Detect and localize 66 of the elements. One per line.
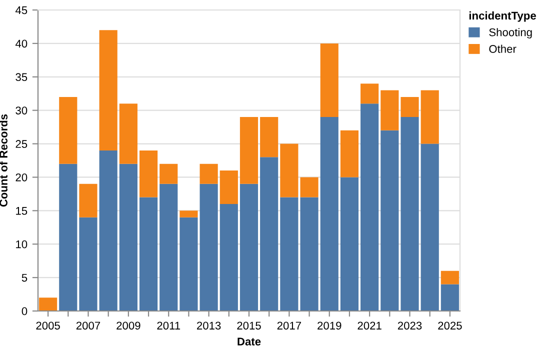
x-tick-label: 2015 (237, 322, 261, 330)
legend-title: incidentType (469, 11, 536, 22)
bar (79, 217, 98, 311)
bar (340, 177, 359, 311)
bar (380, 90, 399, 130)
bar (440, 284, 459, 311)
bar (220, 204, 238, 311)
bar (400, 117, 419, 311)
bar (99, 150, 118, 311)
bar (360, 104, 379, 311)
bar (200, 164, 218, 184)
bar (59, 96, 78, 164)
bar (200, 184, 218, 311)
bar (79, 184, 98, 218)
x-tick-label: 2017 (277, 322, 301, 330)
bar (280, 197, 298, 311)
y-tick-label: 20 (16, 173, 28, 182)
bar (180, 217, 198, 311)
x-tick-label: 2009 (116, 322, 140, 330)
x-tick-label: 2023 (398, 322, 422, 330)
bar (59, 164, 78, 311)
bar (160, 184, 178, 311)
bar (240, 117, 258, 184)
bar (39, 298, 58, 311)
bar (139, 197, 158, 311)
y-tick-label: 45 (15, 6, 28, 14)
bar (340, 130, 359, 178)
bar (240, 184, 258, 311)
y-tick-label: 25 (16, 140, 28, 148)
bar (300, 197, 318, 311)
bar (380, 130, 399, 311)
bar (420, 90, 439, 144)
x-tick-label: 2011 (157, 322, 180, 330)
bar (400, 96, 419, 118)
bar (320, 43, 338, 118)
bar (320, 117, 338, 311)
bar (300, 177, 318, 198)
bar (260, 157, 278, 311)
y-tick-label: 40 (15, 40, 28, 48)
x-tick-label: 2005 (36, 322, 60, 330)
x-tick-label: 2013 (197, 322, 221, 330)
bar (119, 164, 138, 311)
legend-label: Other (489, 44, 516, 53)
x-tick-label: 2007 (76, 322, 100, 330)
bar (440, 270, 459, 284)
bar (139, 150, 158, 198)
bar (260, 117, 278, 158)
x-axis-title: Date (238, 338, 261, 346)
y-tick-label: 5 (22, 274, 28, 282)
bar (360, 84, 379, 104)
x-tick-label: 2021 (358, 322, 382, 330)
x-tick-label: 2019 (318, 322, 342, 330)
y-tick-label: 10 (16, 240, 28, 248)
bar (220, 170, 238, 204)
bar (119, 104, 138, 164)
y-tick-label: 0 (22, 307, 28, 316)
x-tick-label: 2025 (438, 322, 462, 330)
y-tick-label: 30 (16, 106, 28, 114)
bar (180, 210, 198, 218)
bar (280, 144, 298, 198)
legend-label: Shooting (489, 28, 532, 38)
y-tick-label: 15 (16, 207, 28, 215)
bar (160, 164, 178, 184)
y-tick-label: 35 (16, 73, 28, 82)
bar (420, 144, 439, 311)
bar (99, 30, 118, 150)
